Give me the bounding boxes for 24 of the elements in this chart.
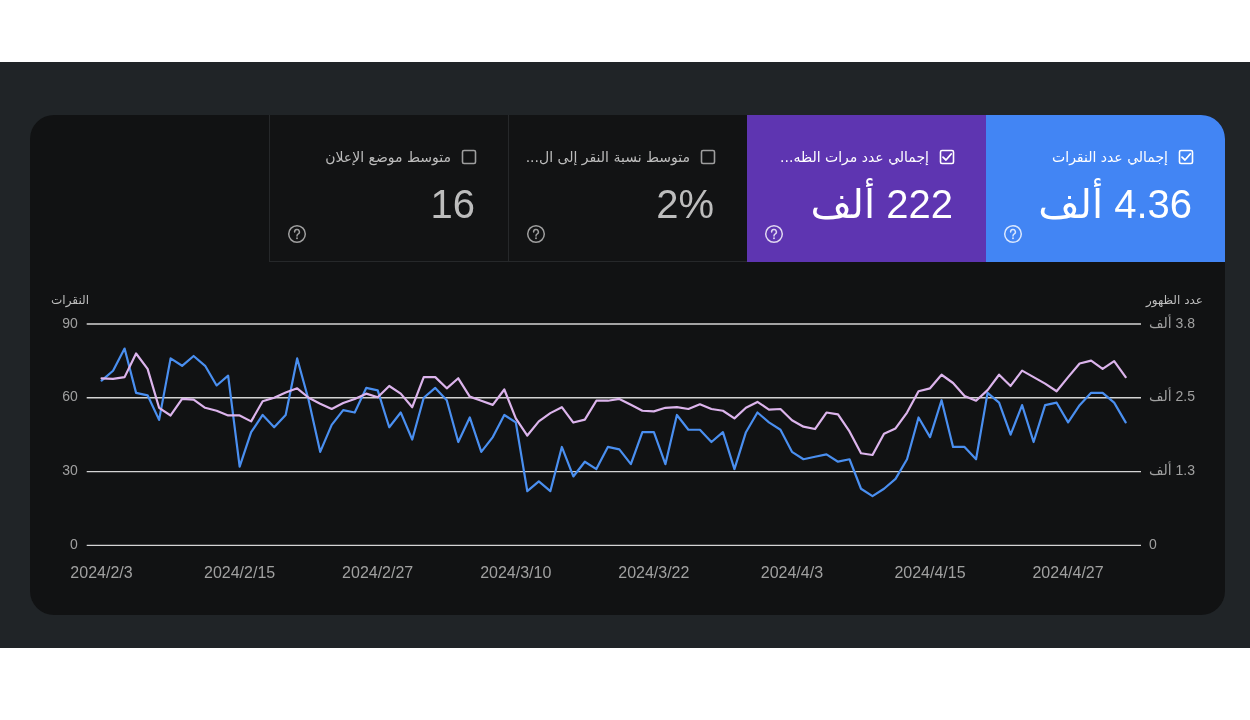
category-label: إجمالي عدد النقرات	[1052, 148, 1168, 166]
card: إجمالي عدد النقرات 4.36 ألف	[986, 115, 1225, 262]
x-tick-label: 2024/2/27	[342, 564, 414, 582]
x-tick-label: 2024/2/15	[204, 564, 276, 582]
card: إجمالي عدد مرات الظه... 222 ألف	[747, 115, 986, 262]
y-tick-label: 90	[62, 314, 78, 331]
x-tick-label: 2024/3/10	[480, 564, 552, 582]
x-tick-label: 2024/4/27	[1032, 564, 1104, 582]
y2-tick-label: 3.8 ألف	[1149, 313, 1196, 331]
x-tick-label: 2024/2/3	[70, 564, 133, 582]
x-tick-label: 2024/3/22	[618, 564, 690, 582]
y-tick-label: 60	[62, 388, 78, 405]
category-label: متوسط نسبة النقر إلى ال...	[525, 148, 690, 166]
y2-tick-label: 1.3 ألف	[1149, 461, 1196, 479]
y-axis-title: النقرات	[51, 292, 89, 308]
category-label: متوسط موضع الإعلان	[325, 148, 451, 166]
y-tick-label: 0	[70, 536, 78, 552]
y-tick-label: 30	[62, 462, 78, 479]
x-tick-label: 2024/4/15	[894, 564, 966, 582]
x-tick-label: 2024/4/3	[760, 564, 824, 582]
y2-axis-title: عدد الظهور	[1145, 292, 1203, 308]
category-label: إجمالي عدد مرات الظه...	[780, 148, 929, 166]
y2-tick-label: 2.5 ألف	[1149, 387, 1196, 405]
y2-tick-label: 0	[1149, 536, 1157, 552]
